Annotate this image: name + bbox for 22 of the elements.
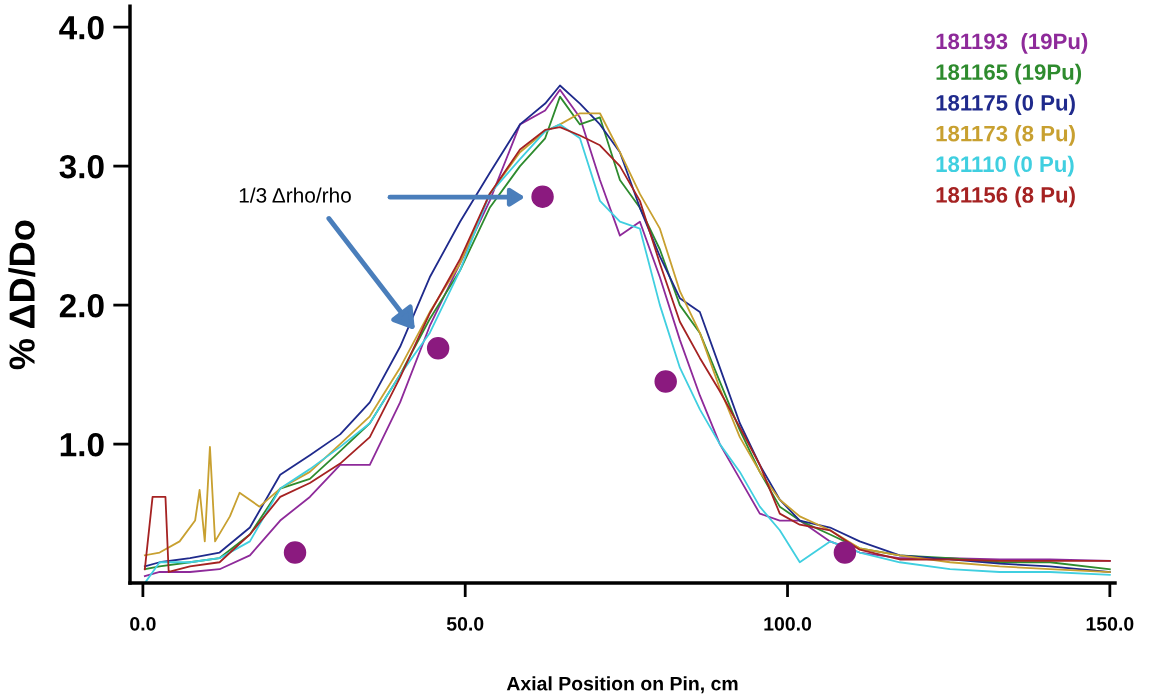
point	[531, 185, 554, 208]
y-tick-label: 2.0	[59, 293, 104, 318]
text: 181173 (8 Pu)	[936, 125, 1075, 146]
y-tick-label: 4.0	[59, 15, 104, 40]
annotation: 1/3 Δrho/rho	[239, 187, 351, 203]
point	[283, 541, 307, 564]
text: 181156 (8 Pu)	[936, 186, 1075, 208]
point	[833, 541, 857, 564]
y-tick-label: 1.0	[60, 432, 104, 457]
y-tick-label: 3.0	[59, 154, 104, 179]
y-axis-title: % ΔD/Do	[8, 220, 36, 370]
point	[426, 336, 450, 360]
x-tick-label: 150.0	[1086, 616, 1134, 631]
x-tick-label: 0.0	[130, 616, 156, 631]
x-tick-label: 50.0	[446, 616, 484, 631]
point	[654, 370, 677, 393]
text: 181110 (0 Pu)	[936, 155, 1074, 177]
text: 181193 (19Pu)	[936, 32, 1088, 54]
text: 181175 (0 Pu)	[936, 94, 1075, 116]
text: 181165 (19Pu)	[936, 63, 1082, 85]
x-tick-label: 100.0	[764, 616, 812, 631]
x-axis-title: Axial Position on Pin, cm	[506, 676, 738, 694]
